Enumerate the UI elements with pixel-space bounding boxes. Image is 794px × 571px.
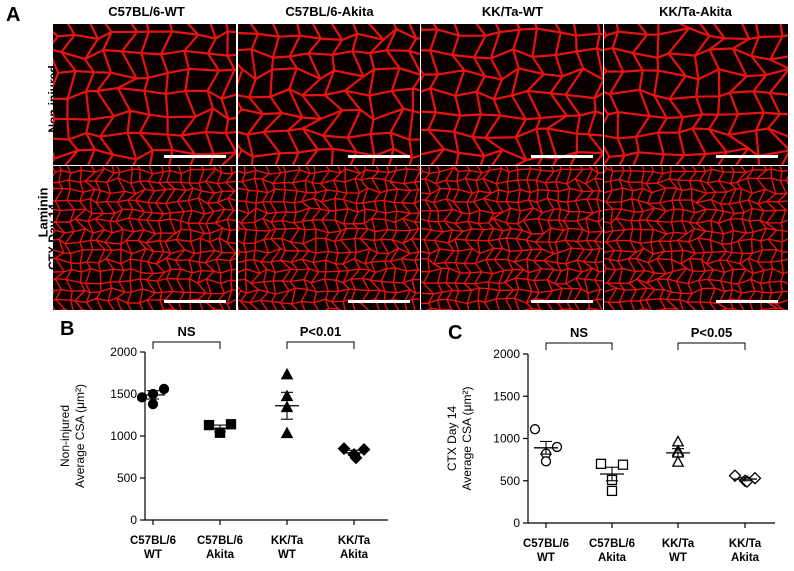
x-tick-label: KK/Ta Akita xyxy=(338,535,371,561)
x-tick-label-line2: Akita xyxy=(731,552,760,564)
scale-bar xyxy=(716,155,778,158)
y-axis-label: Non-injuredAverage CSA (μm²) xyxy=(58,384,87,488)
micrograph-non-injured-kkta-wt xyxy=(421,24,603,165)
y-tick-label: 1000 xyxy=(493,432,520,446)
micrograph-ctx-day14-c57bl6-wt xyxy=(53,166,236,310)
panel-c-letter: C xyxy=(448,322,463,344)
x-tick-label-line2: Akita xyxy=(598,552,627,564)
y-tick-label: 500 xyxy=(117,471,137,485)
chart-b-non-injured-csa: Non-injuredAverage CSA (μm²) 0 500 1000 1500… xyxy=(58,324,388,561)
data-point-circle xyxy=(551,441,563,453)
column-header-c57bl6-akita: C57BL/6-Akita xyxy=(285,4,374,19)
data-point-circle xyxy=(158,383,170,395)
comparison-label: P<0.01 xyxy=(300,324,342,339)
y-axis-label-line2: Average CSA (μm²) xyxy=(460,386,474,490)
data-point-circle xyxy=(147,398,159,410)
x-tick-label: KK/Ta WT xyxy=(271,535,304,561)
y-tick-label: 2000 xyxy=(493,347,520,361)
x-tick-label-line1: C57BL/6 xyxy=(523,538,569,550)
y-axis-label: CTX Day 14Average CSA (μm²) xyxy=(445,386,474,490)
x-tick-label-line2: WT xyxy=(669,552,687,564)
x-tick-label-line2: WT xyxy=(144,549,162,561)
scale-bar xyxy=(164,300,226,303)
data-point-square xyxy=(203,419,215,431)
y-tick-label: 1500 xyxy=(493,389,520,403)
micrograph-ctx-day14-kkta-akita xyxy=(604,166,788,310)
comparison-bracket xyxy=(152,341,221,349)
y-tick-label: 0 xyxy=(130,513,137,527)
micrograph-non-injured-c57bl6-wt xyxy=(53,24,236,165)
column-header-kkta-akita: KK/Ta-Akita xyxy=(659,4,732,19)
data-point-circle xyxy=(540,456,552,467)
x-tick-label: KK/Ta Akita xyxy=(729,538,762,564)
laminin-stain-texture xyxy=(604,166,788,310)
data-point-triangle xyxy=(280,426,294,439)
comparison-bracket xyxy=(677,342,746,350)
panel-a-letter: A xyxy=(6,4,21,26)
micrograph-ctx-day14-c57bl6-akita xyxy=(238,166,420,310)
x-tick-label-line1: KK/Ta xyxy=(271,535,304,547)
x-tick-label-line2: Akita xyxy=(206,549,235,561)
micrograph-ctx-day14-kkta-wt xyxy=(421,166,603,310)
y-axis-label-line1: Non-injured xyxy=(58,405,72,467)
x-tick-label-line1: KK/Ta xyxy=(662,538,695,550)
y-tick-label: 500 xyxy=(500,474,520,488)
y-tick-label: 0 xyxy=(513,516,520,530)
scale-bar xyxy=(531,155,593,158)
x-tick-label-line2: WT xyxy=(537,552,555,564)
comparison-bracket xyxy=(286,341,355,349)
data-point-circle xyxy=(529,424,541,435)
y-axis-label-line1: CTX Day 14 xyxy=(445,405,459,471)
micrograph-non-injured-c57bl6-akita xyxy=(238,24,420,165)
y-tick-label: 1000 xyxy=(110,429,137,443)
data-point-square xyxy=(225,419,237,430)
x-tick-label-line1: KK/Ta xyxy=(338,535,371,547)
laminin-stain-texture xyxy=(421,166,603,310)
x-tick-label-line1: C57BL/6 xyxy=(130,535,176,547)
y-tick-label: 1500 xyxy=(110,387,137,401)
x-tick-label: C57BL/6 WT xyxy=(130,535,176,561)
panel-b-letter: B xyxy=(60,318,75,340)
comparison-label: P<0.05 xyxy=(691,325,733,340)
scale-bar xyxy=(531,300,593,303)
x-tick-label: C57BL/6 Akita xyxy=(197,535,243,561)
x-tick-label: KK/Ta WT xyxy=(662,538,695,564)
column-header-kkta-wt: KK/Ta-WT xyxy=(481,4,544,19)
scale-bar xyxy=(164,155,226,158)
data-point-square xyxy=(606,485,618,497)
comparison-label: NS xyxy=(177,324,195,339)
y-tick-label: 2000 xyxy=(110,345,137,359)
x-tick-label-line2: Akita xyxy=(340,549,369,561)
column-header-c57bl6-wt: C57BL/6-WT xyxy=(108,4,185,19)
x-tick-label-line1: KK/Ta xyxy=(729,538,762,550)
laminin-stain-texture xyxy=(421,24,603,165)
comparison-bracket xyxy=(545,342,613,350)
data-point-triangle xyxy=(280,367,294,380)
data-point-triangle xyxy=(671,455,685,467)
laminin-stain-texture xyxy=(238,24,420,165)
data-point-square xyxy=(595,458,607,470)
data-point-square xyxy=(617,459,629,470)
data-point-diamond xyxy=(337,442,351,456)
scale-bar xyxy=(348,155,410,158)
laminin-stain-texture xyxy=(53,166,236,310)
scale-bar xyxy=(716,300,778,303)
chart-c-ctx-day14-csa: CTX Day 14Average CSA (μm²) 0 500 1000 1500 2… xyxy=(445,325,775,564)
x-tick-label-line1: C57BL/6 xyxy=(197,535,243,547)
x-tick-label: C57BL/6 WT xyxy=(523,538,569,564)
laminin-stain-texture xyxy=(604,24,788,165)
x-tick-label-line2: WT xyxy=(278,549,296,561)
micrograph-non-injured-kkta-akita xyxy=(604,24,788,165)
laminin-stain-texture xyxy=(238,166,420,310)
comparison-label: NS xyxy=(570,325,588,340)
laminin-stain-texture xyxy=(53,24,236,165)
x-tick-label-line1: C57BL/6 xyxy=(589,538,635,550)
y-axis-label-line2: Average CSA (μm²) xyxy=(73,384,87,488)
x-tick-label: C57BL/6 Akita xyxy=(589,538,635,564)
scale-bar xyxy=(348,300,410,303)
